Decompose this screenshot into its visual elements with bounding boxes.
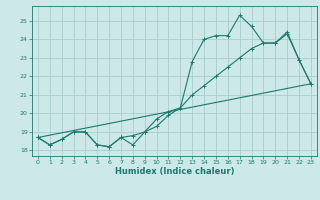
X-axis label: Humidex (Indice chaleur): Humidex (Indice chaleur) [115, 167, 234, 176]
